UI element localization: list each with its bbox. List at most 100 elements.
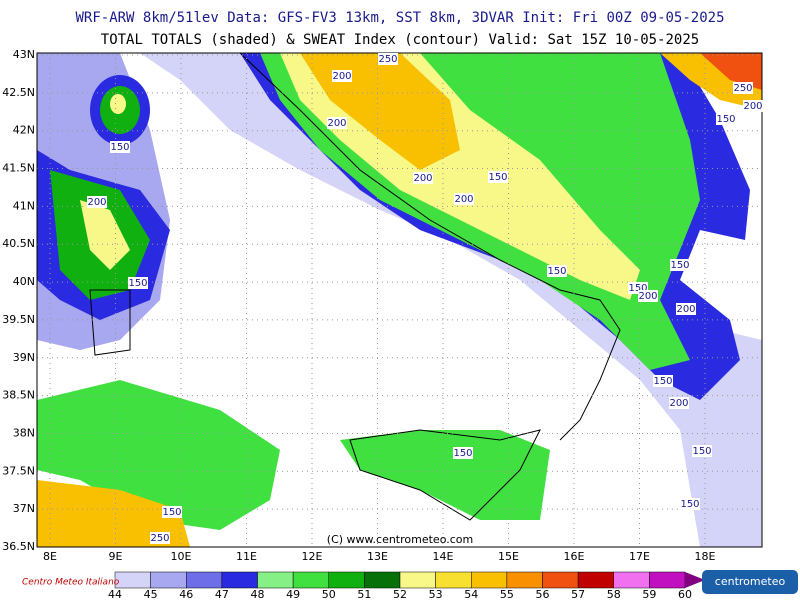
contour-label: 150 xyxy=(547,266,566,277)
colorbar-label: 44 xyxy=(108,588,122,600)
colorbar-box xyxy=(292,571,329,589)
colorbar-label: 51 xyxy=(357,588,371,600)
header-line2: TOTAL TOTALS (shaded) & SWEAT Index (con… xyxy=(101,32,699,48)
colorbar-arrow xyxy=(685,572,705,588)
logo-left: Centro Meteo Italiano xyxy=(22,578,120,588)
colorbar-box xyxy=(613,571,650,589)
lon-label: 10E xyxy=(171,550,192,563)
colorbar-label: 53 xyxy=(429,588,443,600)
colorbar-box xyxy=(471,571,508,589)
colorbar-box xyxy=(542,571,579,589)
contour-label-bg xyxy=(680,498,700,510)
contour-label-bg xyxy=(653,375,673,387)
colorbar-box xyxy=(577,571,614,589)
contour-label: 200 xyxy=(87,197,106,208)
contour-label-bg xyxy=(743,100,763,112)
lon-label: 9E xyxy=(109,550,123,563)
lon-label: 18E xyxy=(695,550,716,563)
colorbar-box xyxy=(364,571,401,589)
contour-label-bg xyxy=(150,532,170,544)
colorbar-box xyxy=(186,571,223,589)
contour-label: 200 xyxy=(638,291,657,302)
logo-right: centrometeo xyxy=(715,575,786,588)
lon-label: 17E xyxy=(629,550,650,563)
contour-label: 200 xyxy=(676,304,695,315)
contour-label-bg xyxy=(669,397,689,409)
contour-label: 200 xyxy=(327,118,346,129)
contour-label: 150 xyxy=(162,507,181,518)
contour-label-bg xyxy=(547,265,567,277)
colorbar-label: 57 xyxy=(571,588,585,600)
contour-label-bg xyxy=(676,303,696,315)
colorbar-label: 45 xyxy=(144,588,158,600)
contour-label: 200 xyxy=(413,173,432,184)
colorbar-label: 52 xyxy=(393,588,407,600)
contour-label-bg xyxy=(733,82,753,94)
contour-label-bg xyxy=(378,53,398,65)
copyright: (C) www.centrometeo.com xyxy=(327,533,473,546)
contour-label: 150 xyxy=(692,446,711,457)
contour-label: 250 xyxy=(378,54,397,65)
colorbar-label: 55 xyxy=(500,588,514,600)
lat-label: 41N xyxy=(13,199,35,212)
contour-label: 150 xyxy=(453,448,472,459)
contour-label-bg xyxy=(110,141,130,153)
lat-label: 39N xyxy=(13,351,35,364)
contour-label-bg xyxy=(87,196,107,208)
lon-label: 11E xyxy=(236,550,257,563)
colorbar-label: 58 xyxy=(607,588,621,600)
contour-label-bg xyxy=(670,259,690,271)
colorbar-label: 60 xyxy=(678,588,692,600)
colorbar-label: 50 xyxy=(322,588,336,600)
contour-label-bg xyxy=(332,70,352,82)
lat-label: 42.5N xyxy=(2,86,35,99)
colorbar-box xyxy=(221,571,258,589)
lon-label: 14E xyxy=(433,550,454,563)
colorbar-label: 47 xyxy=(215,588,229,600)
contour-label: 200 xyxy=(454,194,473,205)
contour-label-bg xyxy=(488,171,508,183)
contour-label-bg xyxy=(716,113,736,125)
contour-label: 150 xyxy=(680,499,699,510)
contour-label-bg xyxy=(413,172,433,184)
lat-label: 37N xyxy=(13,502,35,515)
contour-label-bg xyxy=(128,277,148,289)
contour-label: 200 xyxy=(669,398,688,409)
contour-label: 250 xyxy=(150,533,169,544)
colorbar-box xyxy=(114,571,151,589)
lon-label: 13E xyxy=(367,550,388,563)
lon-label: 15E xyxy=(498,550,519,563)
colorbar-label: 48 xyxy=(251,588,265,600)
contour-label-bg xyxy=(692,445,712,457)
contour-label: 200 xyxy=(743,101,762,112)
contour-label-bg xyxy=(453,447,473,459)
colorbar-label: 46 xyxy=(179,588,193,600)
contour-label: 250 xyxy=(733,83,752,94)
contour-label: 150 xyxy=(110,142,129,153)
colorbar-box xyxy=(506,571,543,589)
lat-label: 42N xyxy=(13,124,35,137)
colorbar-box xyxy=(150,571,187,589)
lat-label: 38.5N xyxy=(2,389,35,402)
lat-label: 40.5N xyxy=(2,237,35,250)
colorbar-label: 56 xyxy=(536,588,550,600)
colorbar: 44 45 46 47 48 49 50 51 52 53 54 55 56 57 58 59 60 xyxy=(108,571,705,600)
lat-label: 40N xyxy=(13,275,35,288)
contour-label: 150 xyxy=(670,260,689,271)
lat-label: 37.5N xyxy=(2,464,35,477)
lon-label: 8E xyxy=(43,550,57,563)
colorbar-box xyxy=(328,571,365,589)
contour-label-bg xyxy=(454,193,474,205)
map-frame xyxy=(36,52,763,548)
colorbar-label: 54 xyxy=(464,588,478,600)
contour-labels: 200 250 200 150 200 150 200 150 200 150 150 150 200 2… xyxy=(87,53,763,544)
colorbar-box xyxy=(649,571,686,589)
lon-label: 12E xyxy=(302,550,323,563)
colorbar-box xyxy=(399,571,436,589)
contour-label: 150 xyxy=(488,172,507,183)
contour-label: 150 xyxy=(128,278,147,289)
logo-right-bg xyxy=(702,570,798,594)
colorbar-label: 59 xyxy=(642,588,656,600)
header-line1: WRF-ARW 8km/51lev Data: GFS-FV3 13km, SS… xyxy=(75,10,724,26)
